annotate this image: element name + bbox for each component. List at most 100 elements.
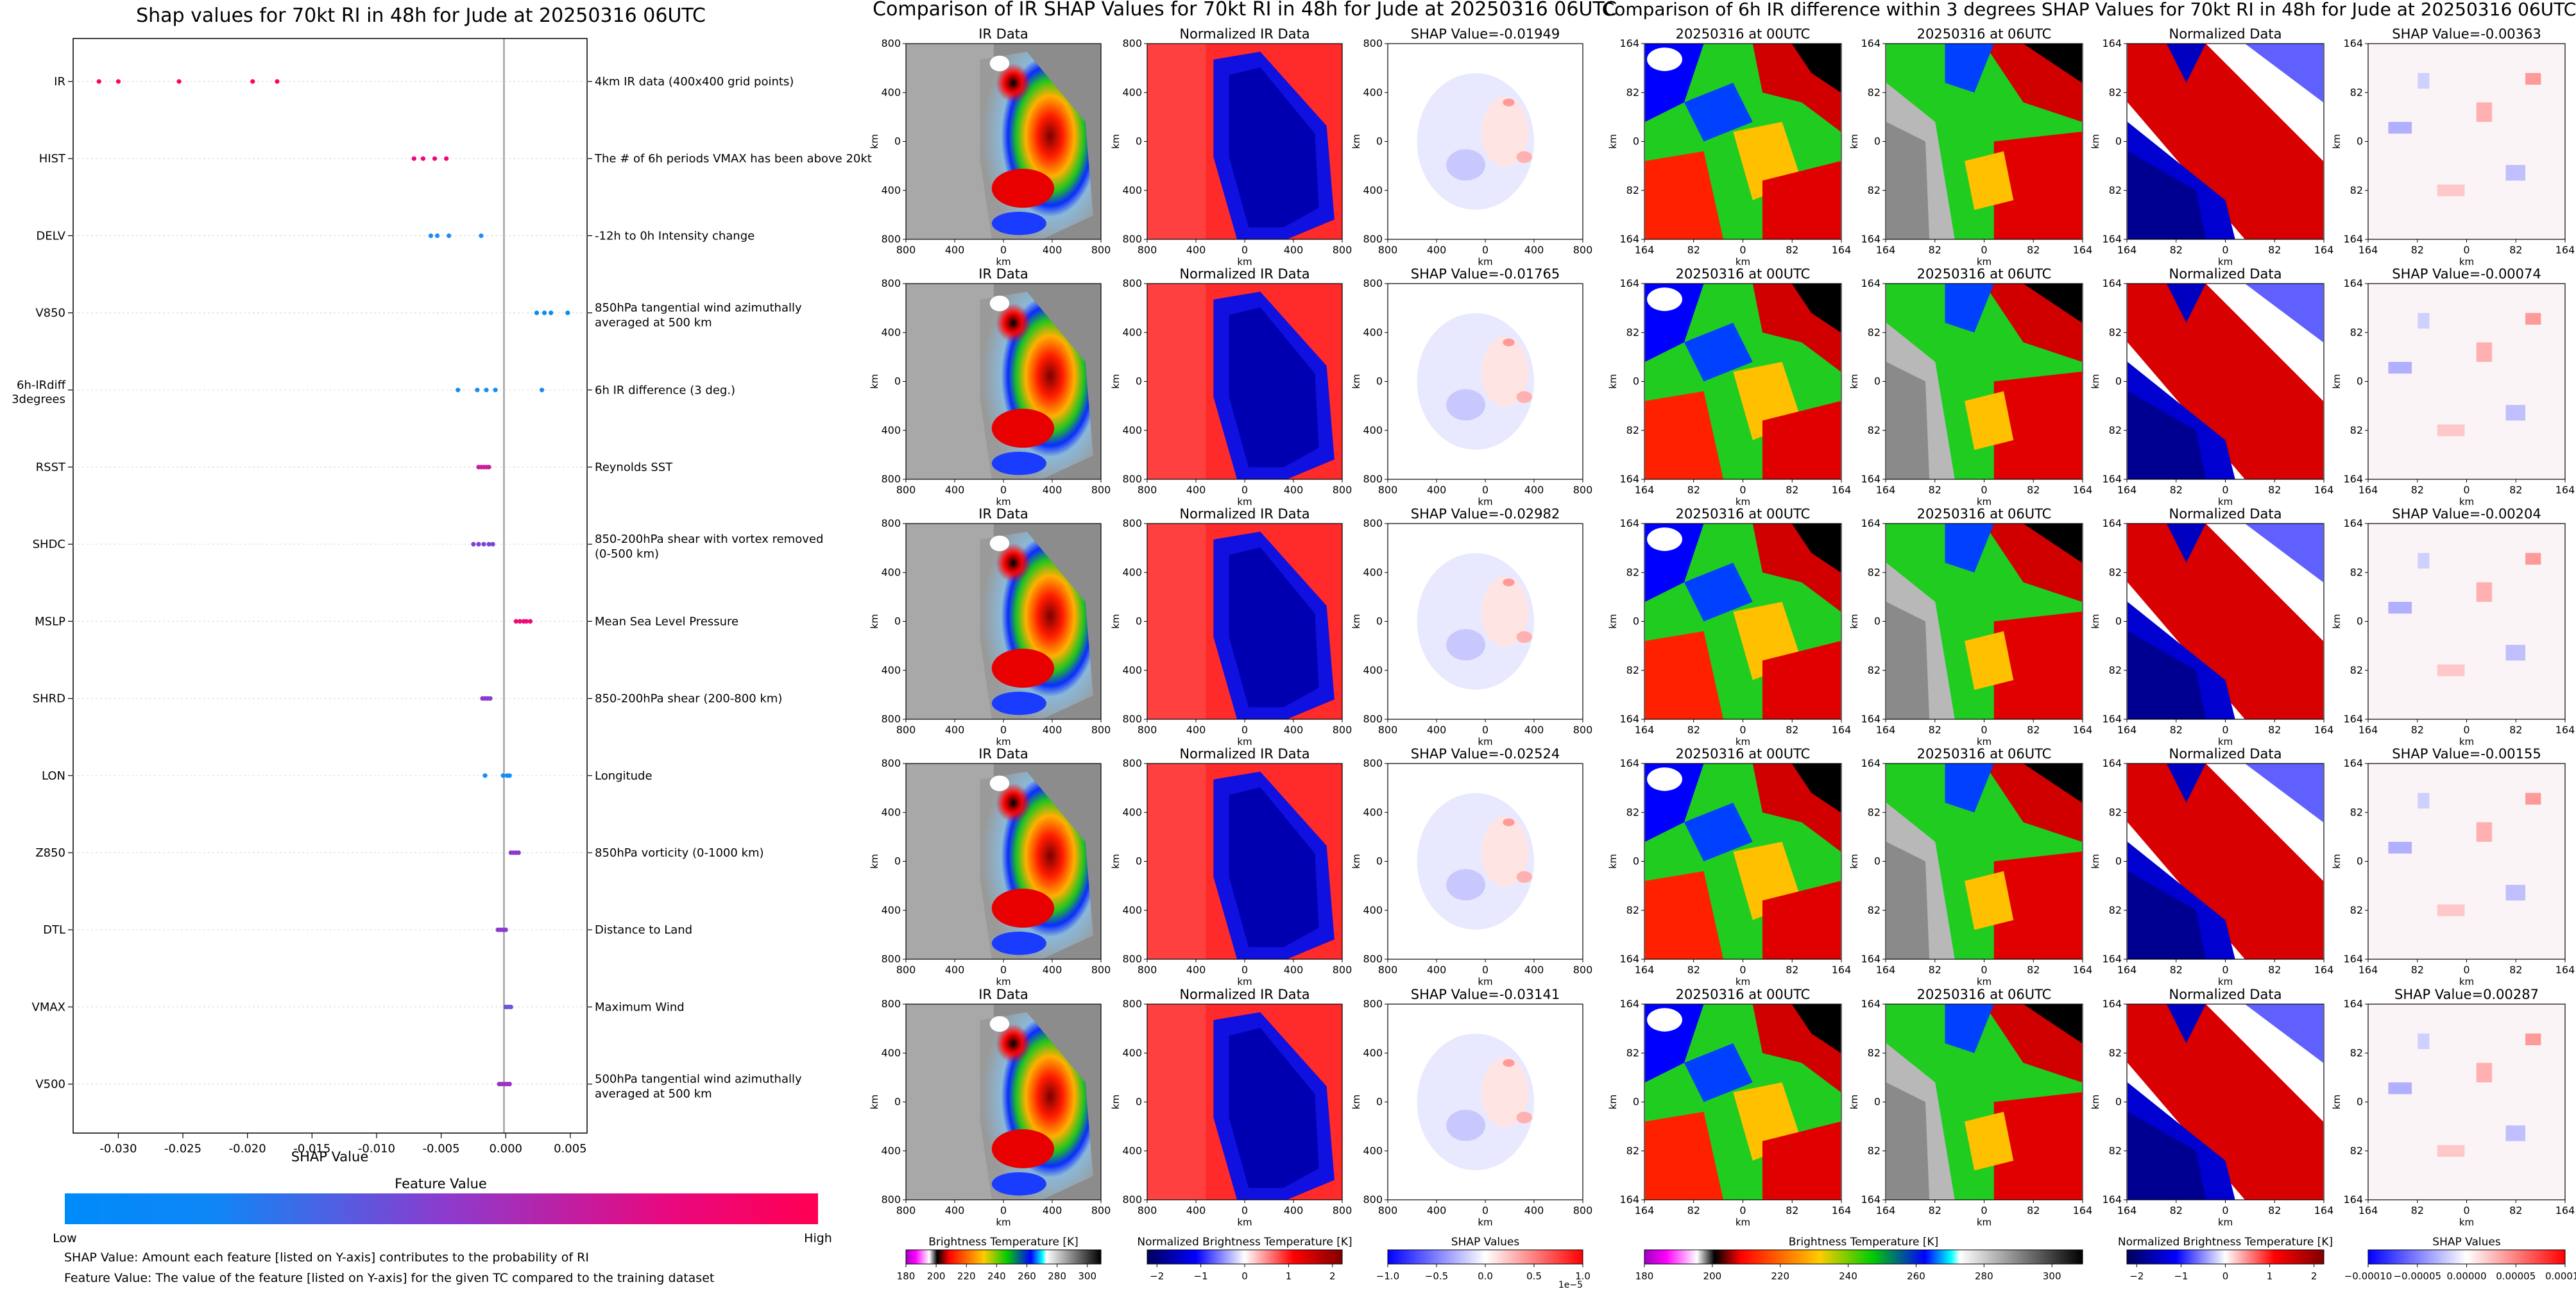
panel-title: IR Data <box>978 746 1028 762</box>
panel-ylabel: km <box>1848 134 1860 149</box>
panel-xtick-label: 82 <box>2411 724 2424 736</box>
shap-point <box>96 79 101 84</box>
panel-ytick-label: 164 <box>2102 277 2122 289</box>
shap-point <box>565 311 570 316</box>
panel-xtick-label: 0 <box>1981 964 1987 976</box>
shap-point <box>250 79 255 84</box>
panel-ytick-label: 800 <box>1363 1193 1383 1206</box>
panel-xtick-label: 82 <box>1929 1204 1941 1216</box>
panel-ytick-label: 400 <box>1363 424 1383 436</box>
image-panel: Normalized Data 164 82 0 82 164 km 164 82 0 82 164 k… <box>2090 26 2333 268</box>
panel-xtick-label: 800 <box>1573 1204 1593 1216</box>
panel-title: Normalized IR Data <box>1179 506 1309 522</box>
panel-xlabel: km <box>2218 1216 2233 1228</box>
panel-ytick-label: 800 <box>1122 277 1142 289</box>
panel-ytick-label: 0 <box>1633 135 1639 148</box>
panel-ytick-label: 82 <box>1868 664 1881 676</box>
panel-xtick-label: 0 <box>2222 1204 2228 1216</box>
panel-xtick-label: 82 <box>1687 484 1700 496</box>
panel-xtick-label: 0 <box>2463 724 2469 736</box>
shap-point <box>471 542 476 547</box>
panel-ytick-label: 82 <box>1868 326 1881 338</box>
irdiff-colorbars: Brightness Temperature [K] 180 200 220 240 26… <box>1635 1236 2576 1282</box>
panel-ytick-label: 400 <box>1122 904 1142 916</box>
panel-ytick-label: 0 <box>1136 375 1142 388</box>
panel-image <box>2369 44 2564 239</box>
panel-ytick-label: 800 <box>1363 757 1383 769</box>
shap-xtick-label: -0.020 <box>229 1142 266 1156</box>
colorbar-label: Normalized Brightness Temperature [K] <box>2118 1236 2333 1249</box>
panel-ylabel: km <box>2090 374 2101 389</box>
panel-ytick-label: 400 <box>881 904 901 916</box>
colorbar: Normalized Brightness Temperature [K] −2 −… <box>2118 1236 2333 1282</box>
panel-ytick-label: 82 <box>1626 904 1639 916</box>
colorbar-tick-label: 220 <box>1771 1270 1789 1282</box>
panel-image <box>1645 44 1841 239</box>
shap-x-ticks: -0.030 -0.025 -0.020 -0.015 -0.010 -0.005 0.00… <box>99 1133 587 1156</box>
panel-xtick-label: 800 <box>1333 964 1352 976</box>
feature-description: 850-200hPa shear with vortex removed <box>595 533 823 546</box>
panel-image <box>2128 284 2323 479</box>
panel-xlabel: km <box>1478 256 1492 268</box>
panel-xtick-label: 164 <box>2073 484 2093 496</box>
panel-xtick-label: 400 <box>1043 964 1062 976</box>
panel-ylabel: km <box>1607 614 1619 629</box>
image-panel: SHAP Value=-0.00204 164 82 0 82 164 km 164 82 0 82… <box>2331 506 2575 747</box>
panel-ytick-label: 800 <box>881 473 901 485</box>
panel-xtick-label: 0 <box>1000 724 1007 736</box>
panel-ytick-label: 82 <box>2350 806 2363 818</box>
panel-xlabel: km <box>996 1216 1011 1228</box>
panel-ytick-label: 0 <box>2357 375 2363 388</box>
panel-xtick-label: 800 <box>1333 1204 1352 1216</box>
panel-ytick-label: 400 <box>881 566 901 578</box>
panel-xtick-label: 0 <box>1981 724 1987 736</box>
panel-ytick-label: 800 <box>881 998 901 1010</box>
panel-xlabel: km <box>1237 256 1252 268</box>
panel-ytick-label: 0 <box>2357 855 2363 867</box>
panel-xtick-label: 164 <box>2073 964 2093 976</box>
panel-ytick-label: 400 <box>1122 424 1142 436</box>
panel-xtick-label: 164 <box>1635 724 1655 736</box>
panel-ytick-label: 82 <box>1626 326 1639 338</box>
panel-ytick-label: 400 <box>881 1145 901 1157</box>
panel-xtick-label: 164 <box>1876 244 1896 256</box>
panel-ytick-label: 82 <box>2350 184 2363 196</box>
panel-xlabel: km <box>996 736 1011 747</box>
panel-xtick-label: 82 <box>2509 724 2522 736</box>
panel-xtick-label: 0 <box>1241 1204 1248 1216</box>
panel-xtick-label: 82 <box>2027 724 2040 736</box>
panel-ylabel: km <box>869 134 880 149</box>
panel-xtick-label: 164 <box>2117 244 2137 256</box>
panel-ytick-label: 82 <box>2109 1046 2122 1059</box>
panel-ytick-label: 164 <box>2102 473 2122 485</box>
panel-xtick-label: 800 <box>1573 724 1593 736</box>
shap-xtick-label: -0.015 <box>293 1142 330 1156</box>
panel-xlabel: km <box>2459 1216 2474 1228</box>
panel-title: 20250316 at 06UTC <box>1917 746 2052 762</box>
panel-xtick-label: 800 <box>1091 1204 1111 1216</box>
panel-xtick-label: 164 <box>1876 724 1896 736</box>
panel-title: SHAP Value=-0.01949 <box>1411 26 1560 42</box>
panel-xtick-label: 82 <box>2509 964 2522 976</box>
panel-xlabel: km <box>1237 976 1252 987</box>
panel-ytick-label: 164 <box>1619 37 1639 49</box>
image-panel: IR Data 800 400 0 400 800 km 800 400 0 400 800 km <box>869 26 1111 268</box>
panel-ytick-label: 0 <box>894 855 901 867</box>
panel-ytick-label: 0 <box>1136 855 1142 867</box>
colorbar: Normalized Brightness Temperature [K] −2 −… <box>1137 1236 1352 1282</box>
panel-ytick-label: 0 <box>2115 855 2122 867</box>
panel-ytick-label: 800 <box>1122 953 1142 965</box>
panel-title: Normalized IR Data <box>1179 26 1309 42</box>
panel-xtick-label: 82 <box>1687 724 1700 736</box>
panel-ytick-label: 82 <box>1626 806 1639 818</box>
image-panel: SHAP Value=-0.02524 800 400 0 400 800 km 800 400… <box>1351 746 1592 987</box>
panel-ytick-label: 82 <box>2109 904 2122 916</box>
feature-description: Longitude <box>595 769 653 783</box>
panel-ytick-label: 400 <box>881 86 901 98</box>
panel-ytick-label: 82 <box>1626 1145 1639 1157</box>
panel-xtick-label: 800 <box>1138 724 1157 736</box>
panel-xtick-label: 400 <box>945 724 965 736</box>
panel-ytick-label: 82 <box>1626 1046 1639 1059</box>
panel-ytick-label: 800 <box>1122 473 1142 485</box>
panel-ytick-label: 164 <box>2343 277 2363 289</box>
